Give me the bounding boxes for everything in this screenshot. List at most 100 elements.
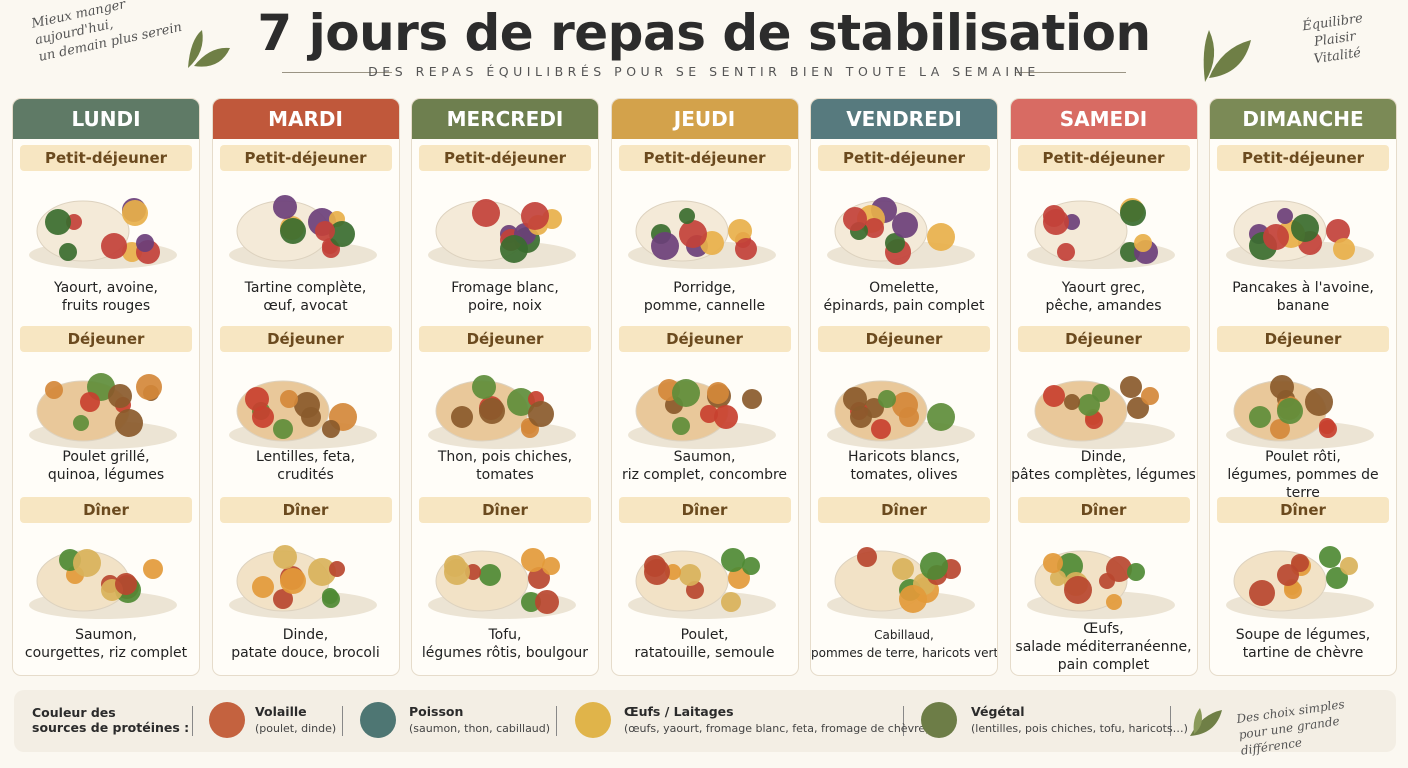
divider xyxy=(903,706,904,736)
meal-description: Omelette, épinards, pain complet xyxy=(811,279,997,315)
meal-description: Lentilles, feta, crudités xyxy=(213,448,399,484)
description-line: courgettes, riz complet xyxy=(24,645,188,661)
legend-label: Végétal xyxy=(971,704,1025,719)
legend-swatch xyxy=(921,702,957,738)
meal-label: Déjeuner xyxy=(1017,326,1190,352)
subtitle: DES REPAS ÉQUILIBRÉS POUR SE SENTIR BIEN… xyxy=(368,64,1040,79)
day-header: SAMEDI xyxy=(1010,99,1197,139)
description-line: Poulet grillé, xyxy=(62,449,150,465)
meal-description: Cabillaud, pommes de terre, haricots vert… xyxy=(811,626,997,662)
food-illustration xyxy=(1226,375,1374,449)
legend-title-line: Couleur des xyxy=(32,705,116,720)
description-line: Tartine complète, xyxy=(244,280,367,296)
meal-label: Dîner xyxy=(1217,497,1389,523)
meal-label: Petit-déjeuner xyxy=(818,145,990,171)
legend-swatch xyxy=(209,702,245,738)
legend-detail: (saumon, thon, cabillaud) xyxy=(409,722,551,735)
description-line: pomme, cannelle xyxy=(643,298,766,314)
legend-swatch xyxy=(575,702,611,738)
legend-item: Œufs / Laitages (œufs, yaourt, fromage bl… xyxy=(624,704,929,735)
leaf-icon xyxy=(188,30,230,68)
legend-title-line: sources de protéines : xyxy=(32,720,190,735)
description-line: banane xyxy=(1276,298,1330,314)
description-line: Dinde, xyxy=(1080,449,1127,465)
description-line: fruits rouges xyxy=(61,298,151,314)
divider xyxy=(192,706,193,736)
meal-label: Déjeuner xyxy=(618,326,791,352)
legend-note: Des choix simples pour une grande différe… xyxy=(1235,689,1398,759)
description-line: Pancakes à l'avoine, xyxy=(1232,280,1374,296)
meal-description: Yaourt grec, pêche, amandes xyxy=(1011,279,1197,315)
meal-label: Dîner xyxy=(618,497,791,523)
legend-detail: (poulet, dinde) xyxy=(255,722,337,735)
legend-item: Poisson (saumon, thon, cabillaud) xyxy=(409,704,550,735)
food-illustration xyxy=(827,380,975,449)
description-line: salade méditerranéenne, xyxy=(1015,639,1192,655)
description-line: tomates, olives xyxy=(850,467,958,483)
meal-label: Dîner xyxy=(818,497,990,523)
food-illustration xyxy=(228,195,377,269)
legend-label: Volaille xyxy=(255,704,307,719)
meal-label: Déjeuner xyxy=(419,326,591,352)
meal-description: Haricots blancs, tomates, olives xyxy=(811,448,997,484)
meal-description: Saumon, courgettes, riz complet xyxy=(13,626,199,662)
legend-title: Couleur des sources de protéines : xyxy=(32,705,189,735)
description-line: Saumon, xyxy=(75,627,137,643)
meal-description: Pancakes à l'avoine, banane xyxy=(1210,279,1396,315)
description-line: quinoa, légumes xyxy=(47,467,165,483)
description-line: Omelette, xyxy=(869,280,939,296)
description-line: Saumon, xyxy=(673,449,736,465)
food-illustration xyxy=(29,549,177,619)
day-card: MARDI Petit-déjeuner Tartine complète, œuf,… xyxy=(211,98,400,676)
description-line: Yaourt grec, xyxy=(1061,280,1146,296)
meal-description: Poulet grillé, quinoa, légumes xyxy=(13,448,199,484)
day-card: VENDREDI Petit-déjeuner Omelette, épinards,… xyxy=(810,98,998,676)
legend-detail: (œufs, yaourt, fromage blanc, feta, from… xyxy=(624,722,930,735)
description-line: tomates xyxy=(476,467,534,483)
day-card: MERCREDI Petit-déjeuner Fromage blanc, poir… xyxy=(411,98,599,676)
legend-item: Végétal (lentilles, pois chiches, tofu, h… xyxy=(971,704,1188,735)
meal-description: Œufs, salade méditerranéenne, pain complet xyxy=(1011,620,1197,674)
description-line: œuf, avocat xyxy=(263,298,348,314)
meal-description: Dinde, pâtes complètes, légumes xyxy=(1011,448,1197,484)
meal-description: Yaourt, avoine, fruits rouges xyxy=(13,279,199,315)
meal-label: Déjeuner xyxy=(219,326,392,352)
description-line: ratatouille, semoule xyxy=(634,645,775,661)
description-line: Thon, pois chiches, xyxy=(437,449,573,465)
rule xyxy=(282,72,392,73)
food-illustration xyxy=(428,375,576,449)
meal-description: Tartine complète, œuf, avocat xyxy=(213,279,399,315)
rule xyxy=(1016,72,1126,73)
description-line: légumes rôtis, boulgour xyxy=(421,645,589,661)
meal-label: Petit-déjeuner xyxy=(219,145,392,171)
leaf-icon xyxy=(1203,30,1251,82)
divider xyxy=(556,706,557,736)
divider xyxy=(1170,706,1171,736)
meal-label: Déjeuner xyxy=(1217,326,1389,352)
day-card: DIMANCHE Petit-déjeuner Pancakes à l'avoin… xyxy=(1209,98,1397,676)
food-illustration xyxy=(1226,546,1374,619)
meal-description: Thon, pois chiches, tomates xyxy=(412,448,598,484)
food-illustration xyxy=(428,548,576,619)
food-illustration xyxy=(1226,200,1374,269)
day-header: VENDREDI xyxy=(811,99,997,139)
meal-label: Déjeuner xyxy=(20,326,192,352)
meal-description: Soupe de légumes, tartine de chèvre xyxy=(1210,626,1396,662)
meal-description: Fromage blanc, poire, noix xyxy=(412,279,598,315)
food-illustration xyxy=(627,200,776,269)
description-line: Poulet rôti, xyxy=(1265,449,1341,465)
meal-label: Petit-déjeuner xyxy=(618,145,791,171)
meal-label: Dîner xyxy=(20,497,192,523)
food-illustration xyxy=(1026,198,1175,269)
meal-label: Petit-déjeuner xyxy=(419,145,591,171)
description-line: tartine de chèvre xyxy=(1242,645,1364,661)
meal-label: Déjeuner xyxy=(818,326,990,352)
food-illustration xyxy=(627,379,776,449)
meal-description: Dinde, patate douce, brocoli xyxy=(213,626,399,662)
title: 7 jours de repas de stabilisation xyxy=(257,4,1151,62)
day-card: LUNDI Petit-déjeuner Yaourt, avoine, fruits… xyxy=(12,98,200,676)
food-illustration xyxy=(1026,550,1175,619)
description-line: Cabillaud, xyxy=(874,628,934,642)
food-illustration xyxy=(228,380,377,449)
